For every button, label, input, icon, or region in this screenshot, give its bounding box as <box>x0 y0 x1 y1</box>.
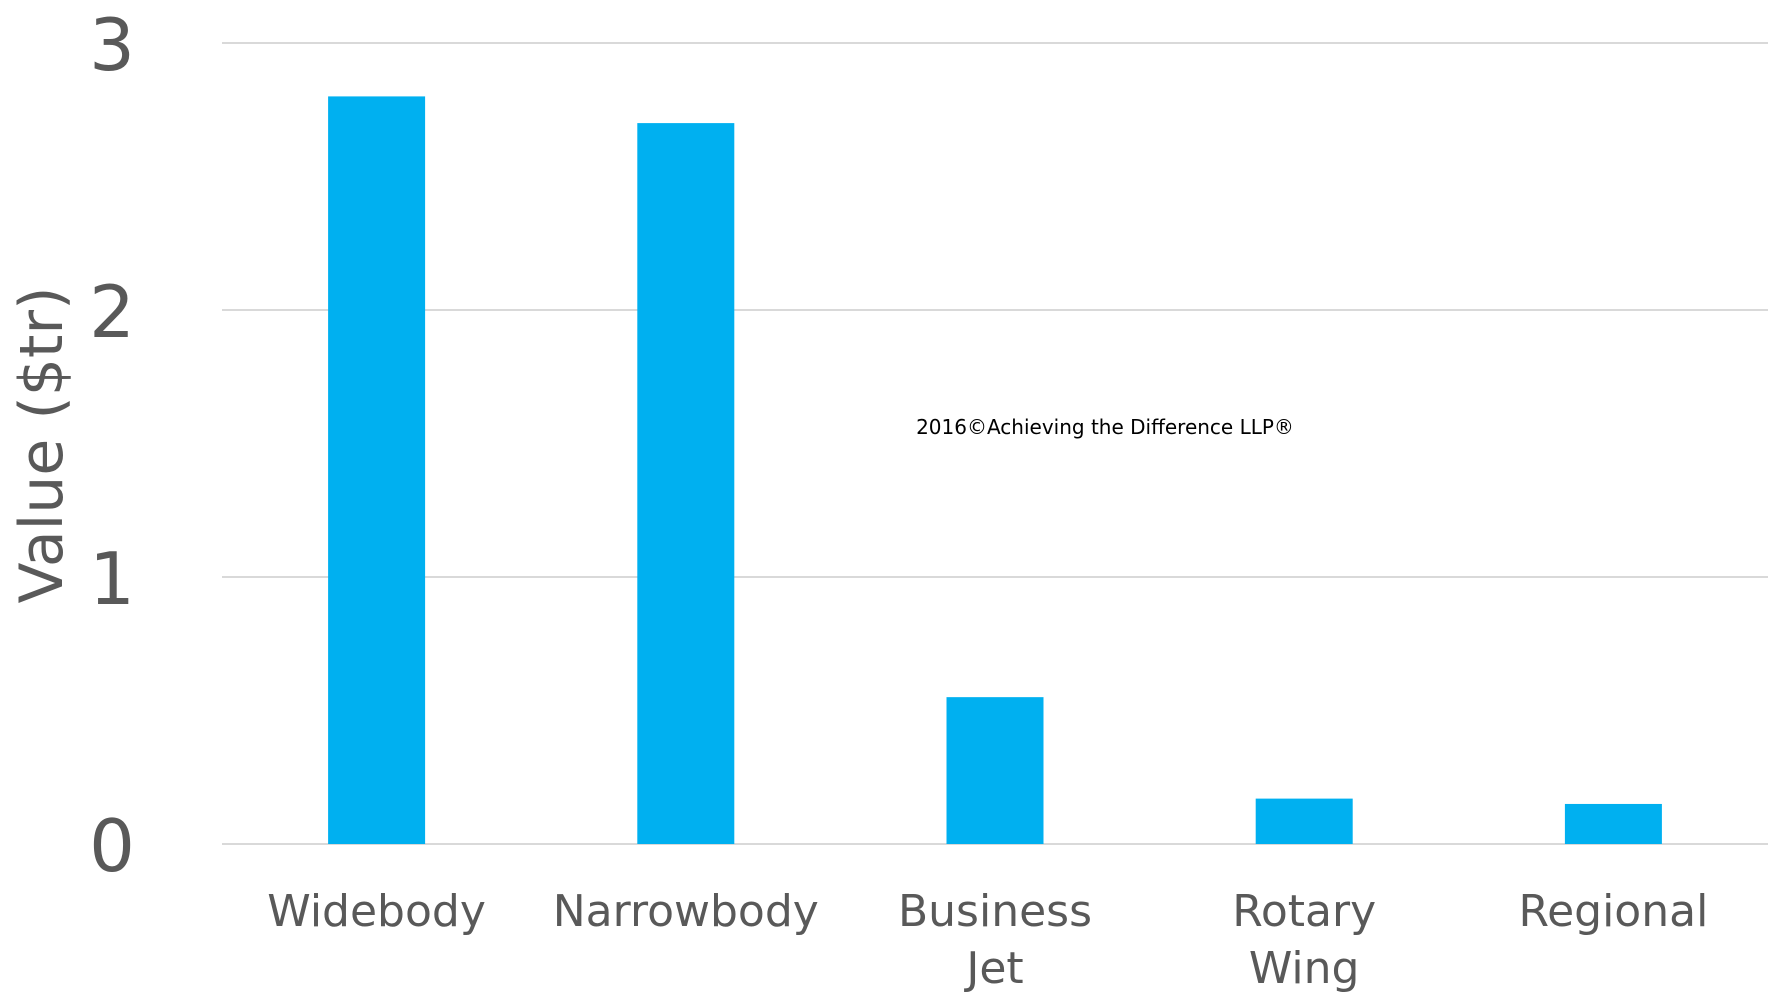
category-label-regional: Regional <box>1518 886 1708 937</box>
y-tick-label: 0 <box>89 804 135 888</box>
category-label-narrowbody: Narrowbody <box>553 886 819 937</box>
category-label-line: Regional <box>1518 886 1708 937</box>
y-tick-labels: 0 1 2 3 <box>89 3 135 888</box>
y-tick-label: 2 <box>89 270 135 354</box>
bar-business-jet <box>946 697 1044 844</box>
category-label-line: Wing <box>1249 943 1360 994</box>
bar-regional <box>1564 803 1662 844</box>
copyright-annotation: 2016©Achieving the Difference LLP® <box>916 415 1294 439</box>
category-label-line: Rotary <box>1232 886 1376 937</box>
bar-rotary-wing <box>1255 798 1353 844</box>
category-label-line: Widebody <box>267 886 486 937</box>
category-label-widebody: Widebody <box>267 886 486 937</box>
bar-widebody <box>328 96 426 844</box>
bar-narrowbody <box>637 123 735 845</box>
category-label-line: Jet <box>963 943 1023 994</box>
y-tick-label: 1 <box>89 537 135 621</box>
bars <box>328 96 1662 845</box>
category-label-line: Narrowbody <box>553 886 819 937</box>
category-label-rotary-wing: Rotary Wing <box>1232 886 1376 994</box>
y-tick-label: 3 <box>89 3 135 87</box>
y-axis-title: Value ($tr) <box>7 286 77 603</box>
category-label-business-jet: Business Jet <box>898 886 1092 994</box>
category-label-line: Business <box>898 886 1092 937</box>
